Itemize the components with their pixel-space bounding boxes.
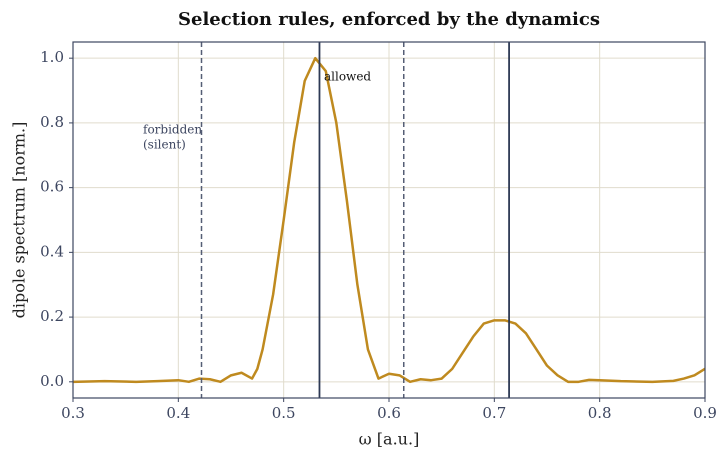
- y-tick-label: 0.4: [40, 242, 64, 260]
- chart-title: Selection rules, enforced by the dynamic…: [178, 9, 600, 30]
- annotation: allowed: [324, 70, 371, 84]
- x-axis-label: ω [a.u.]: [359, 430, 420, 449]
- line-series: [72, 56, 706, 384]
- y-tick-label: 0.8: [40, 113, 64, 131]
- y-tick-label: 0.0: [40, 372, 64, 390]
- y-tick-label: 1.0: [40, 48, 64, 66]
- x-tick-label: 0.3: [61, 404, 85, 422]
- x-tick-label: 0.5: [272, 404, 296, 422]
- y-tick-label: 0.2: [40, 307, 64, 325]
- x-tick-label: 0.4: [166, 404, 190, 422]
- x-tick-label: 0.9: [693, 404, 717, 422]
- y-tick-label: 0.6: [40, 178, 64, 196]
- x-tick-label: 0.8: [588, 404, 612, 422]
- annotation: forbidden: [143, 123, 202, 137]
- plot-frame: [72, 41, 706, 399]
- x-tick-label: 0.6: [377, 404, 401, 422]
- annotation: (silent): [143, 138, 186, 152]
- x-tick-label: 0.7: [482, 404, 506, 422]
- y-axis-label: dipole spectrum [norm.]: [10, 122, 29, 319]
